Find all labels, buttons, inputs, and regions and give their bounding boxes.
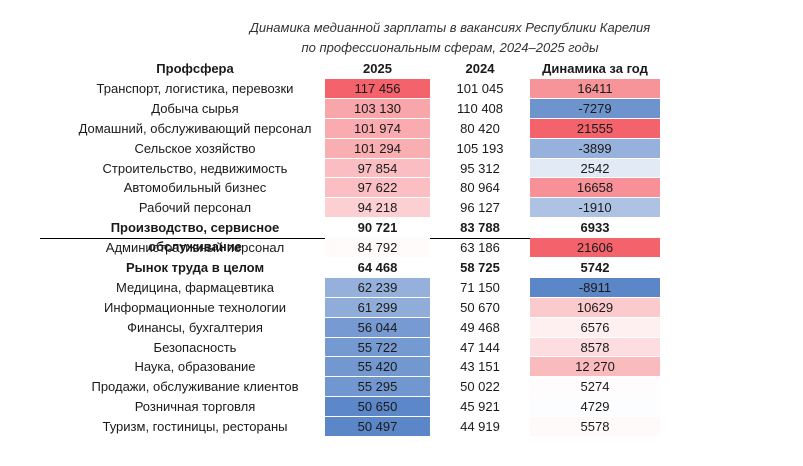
cell-2024: 58 725: [460, 260, 500, 276]
table-row: Рабочий персонал 94 218 96 127 -1910: [0, 198, 803, 218]
cell-2025: 101 294: [325, 138, 430, 158]
table-row: Медицина, фармацевтика 62 239 71 150 -8911: [0, 277, 803, 298]
cell-2025: 84 792: [325, 238, 430, 258]
cell-dynamics: -7279: [530, 98, 660, 118]
cell-2025: 117 456: [325, 79, 430, 98]
row-label: Транспорт, логистика, перевозки: [96, 81, 294, 96]
table-row: Безопасность 55 722 47 144 8578: [0, 337, 803, 358]
cell-2025: 97 622: [325, 178, 430, 198]
cell-dynamics: -3899: [530, 138, 660, 158]
row-label: Домашний, обслуживающий персонал: [78, 120, 312, 136]
cell-2025: 55 722: [325, 337, 430, 357]
cell-2024: 83 788: [460, 220, 500, 236]
cell-dynamics: 10629: [530, 297, 660, 317]
chart-title-line1: Динамика медианной зарплаты в вакансиях …: [249, 20, 651, 35]
cell-dynamics: 4729: [530, 397, 660, 417]
table-row: Транспорт, логистика, перевозки 117 456 10…: [0, 79, 803, 99]
row-label: Добыча сырья: [151, 100, 239, 116]
cell-2025: 55 295: [325, 377, 430, 397]
cell-dynamics: 8578: [530, 337, 660, 357]
cell-2025: 101 974: [325, 118, 430, 138]
cell-2024: 50 670: [460, 299, 500, 315]
table-row: Строительство, недвижимость 97 854 95 312 2…: [0, 158, 803, 179]
row-label: Медицина, фармацевтика: [116, 279, 274, 295]
table-row: Домашний, обслуживающий персонал 101 974 8…: [0, 118, 803, 139]
table-row: Добыча сырья 103 130 110 408 -7279: [0, 98, 803, 119]
cell-2024: 49 468: [460, 319, 500, 335]
row-label: Розничная торговля: [134, 399, 256, 415]
row-label: Продажи, обслуживание клиентов: [91, 379, 299, 395]
table-row: Туризм, гостиницы, рестораны 50 497 44 919…: [0, 417, 803, 437]
cell-2025: 56 044: [325, 317, 430, 337]
cell-2024: 95 312: [460, 160, 500, 176]
cell-dynamics: 6933: [580, 220, 610, 236]
row-label: Финансы, бухгалтерия: [127, 319, 263, 335]
header-2024: 2024: [465, 61, 495, 76]
row-label: Автомобильный бизнес: [123, 180, 267, 196]
cell-dynamics: 5578: [530, 417, 660, 437]
row-label: Туризм, гостиницы, рестораны: [102, 419, 288, 435]
row-label: Наука, образование: [134, 359, 256, 375]
cell-2024: 71 150: [460, 279, 500, 295]
table-row: Наука, образование 55 420 43 151 12 270: [0, 357, 803, 377]
cell-2025: 94 218: [325, 198, 430, 218]
cell-dynamics: 5274: [530, 377, 660, 397]
cell-dynamics: 5742: [580, 260, 610, 276]
cell-2024: 110 408: [456, 100, 504, 116]
row-label: Сельское хозяйство: [134, 140, 256, 156]
cell-dynamics: 2542: [530, 158, 660, 178]
cell-2024: 101 045: [456, 81, 504, 96]
cell-2024: 45 921: [460, 399, 500, 415]
table-row: Продажи, обслуживание клиентов 55 295 50 0…: [0, 377, 803, 397]
cell-2025: 90 721: [357, 220, 398, 236]
table-row: Автомобильный бизнес 97 622 80 964 16658: [0, 178, 803, 198]
cell-2024: 80 964: [460, 180, 500, 196]
chart-title-line2: по профессиональным сферам, 2024–2025 го…: [301, 40, 599, 55]
salary-table: Транспорт, логистика, перевозки 117 456 10…: [0, 79, 803, 437]
cell-dynamics: 12 270: [530, 357, 660, 377]
cell-2025: 97 854: [325, 158, 430, 178]
cell-dynamics: 16411: [530, 79, 660, 98]
cell-dynamics: -8911: [530, 277, 660, 297]
header-2025: 2025: [363, 61, 392, 76]
row-label: Безопасность: [153, 339, 237, 355]
row-label: Рабочий персонал: [138, 200, 252, 216]
table-row: Производство, сервисное обслуживание 90 7…: [0, 218, 803, 255]
cell-dynamics: 21555: [530, 118, 660, 138]
cell-2025: 50 497: [325, 417, 430, 437]
cell-2024: 105 193: [456, 140, 504, 156]
table-row: Розничная торговля 50 650 45 921 4729: [0, 397, 803, 417]
cell-2025: 50 650: [325, 397, 430, 417]
cell-2025: 55 420: [325, 357, 430, 377]
table-row: Информационные технологии 61 299 50 670 106…: [0, 297, 803, 318]
cell-2025: 64 468: [357, 260, 398, 276]
cell-2024: 80 420: [460, 120, 500, 136]
table-row: Административный персонал 84 792 63 186 216…: [0, 238, 803, 258]
cell-dynamics: 21606: [530, 238, 660, 258]
chart-title: Динамика медианной зарплаты в вакансиях …: [180, 18, 720, 58]
header-prof: Профсфера: [156, 61, 234, 76]
table-row: Финансы, бухгалтерия 56 044 49 468 6576: [0, 317, 803, 338]
cell-2024: 44 919: [460, 419, 500, 435]
cell-2025: 103 130: [325, 98, 430, 118]
cell-2024: 50 022: [460, 379, 500, 395]
cell-dynamics: 6576: [530, 317, 660, 337]
row-label: Производство, сервисное обслуживание: [110, 220, 280, 255]
table-row: Рынок труда в целом 64 468 58 725 5742: [0, 258, 803, 278]
cell-2025: 61 299: [325, 297, 430, 317]
row-label: Административный персонал: [105, 240, 285, 256]
cell-dynamics: -1910: [530, 198, 660, 218]
cell-2024: 63 186: [460, 240, 500, 256]
cell-dynamics: 16658: [530, 178, 660, 198]
cell-2025: 62 239: [325, 277, 430, 297]
table-row: Сельское хозяйство 101 294 105 193 -3899: [0, 138, 803, 159]
row-label: Рынок труда в целом: [125, 260, 265, 276]
cell-2024: 96 127: [460, 200, 500, 216]
cell-2024: 47 144: [460, 339, 500, 355]
row-label: Информационные технологии: [104, 299, 286, 315]
cell-2024: 43 151: [460, 359, 500, 375]
header-dynamics: Динамика за год: [542, 61, 648, 76]
row-label: Строительство, недвижимость: [102, 160, 288, 176]
